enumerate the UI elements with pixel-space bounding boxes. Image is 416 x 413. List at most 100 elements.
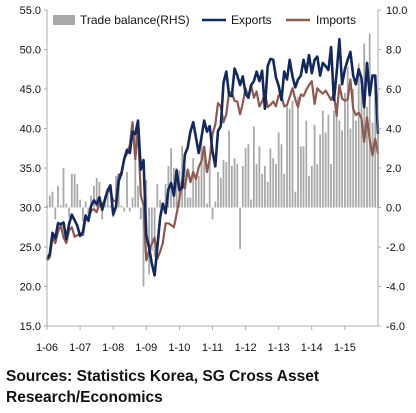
trade-balance-bar <box>175 168 178 208</box>
trade-balance-bar <box>230 166 233 208</box>
trade-balance-bar <box>95 177 98 208</box>
y-right-tick-label: 4.0 <box>386 124 401 136</box>
trade-balance-bar <box>363 43 366 208</box>
trade-balance-bar <box>79 199 81 208</box>
trade-balance-bar <box>341 130 343 208</box>
trade-balance-bar <box>48 195 51 208</box>
trade-balance-bar <box>269 148 272 208</box>
trade-balance-bar <box>62 168 65 208</box>
trade-balance-bar <box>302 146 305 208</box>
trade-balance-bar <box>357 63 360 208</box>
trade-balance-bar <box>222 160 225 208</box>
trade-balance-bar <box>253 126 255 208</box>
trade-balance-bar <box>310 166 313 208</box>
trade-balance-bars <box>46 33 379 287</box>
trade-balance-bar <box>131 197 134 208</box>
trade-balance-bar <box>195 179 197 208</box>
trade-balance-bar <box>241 166 244 208</box>
trade-balance-bar <box>266 181 269 208</box>
trade-balance-bar <box>219 177 222 208</box>
source-note: Sources: Statistics Korea, SG Cross Asse… <box>6 368 319 406</box>
y-right-tick-label: 10.0 <box>386 5 407 17</box>
trade-balance-bar <box>261 173 264 208</box>
trade-balance-bar <box>313 124 316 208</box>
trade-balance-bar <box>371 122 374 208</box>
y-right-tick-label: -2.0 <box>386 242 405 254</box>
trade-balance-bar <box>208 158 211 208</box>
trade-balance-bar <box>352 89 355 208</box>
trade-balance-bar <box>239 207 241 249</box>
trade-balance-bar <box>217 172 219 208</box>
x-tick-label: 1-09 <box>135 342 157 354</box>
trade-balance-bar <box>87 207 90 216</box>
y-right-tick-label: -6.0 <box>386 321 405 333</box>
trade-balance-bar <box>335 102 338 208</box>
trade-balance-bar <box>59 205 62 208</box>
trade-balance-bar <box>280 144 283 208</box>
legend-swatch-trade-balance <box>53 15 75 25</box>
legend-label: Exports <box>231 13 272 27</box>
trade-balance-bar <box>128 207 131 212</box>
trade-balance-bar <box>288 108 291 208</box>
exports-line <box>45 37 380 277</box>
trade-balance-bar <box>258 146 261 208</box>
x-tick-label: 1-14 <box>301 342 323 354</box>
trade-balance-bar <box>101 207 104 220</box>
y-left-tick-label: 15.0 <box>20 321 41 333</box>
y-right-tick-label: 2.0 <box>386 163 401 175</box>
trade-balance-bar <box>324 132 327 208</box>
trade-balance-bar <box>211 207 214 220</box>
trade-balance-bar <box>308 175 310 208</box>
y-right-tick-label: 8.0 <box>386 45 401 57</box>
y-left-tick-label: 30.0 <box>20 203 41 215</box>
x-tick-label: 1-12 <box>235 342 257 354</box>
trade-balance-bar <box>244 148 247 208</box>
y-left-tick-label: 50.0 <box>20 45 41 57</box>
trade-balance-bar <box>368 33 371 208</box>
trade-balance-bar <box>73 173 76 208</box>
trade-balance-bar <box>294 191 297 208</box>
x-tick-label: 1-11 <box>202 342 223 354</box>
x-tick-label: 1-15 <box>334 342 356 354</box>
legend: Trade balance(RHS) Exports Imports <box>53 13 356 27</box>
trade-balance-bar <box>225 162 228 208</box>
trade-balance-bar <box>344 92 346 208</box>
trade-balance-bar <box>137 185 139 208</box>
legend-label: Trade balance(RHS) <box>80 13 190 27</box>
trade-balance-bar <box>54 207 57 220</box>
trade-balance-bar <box>327 114 330 208</box>
trade-balance-bar <box>214 201 217 208</box>
trade-balance-bar <box>255 164 258 208</box>
trade-balance-bar <box>264 166 266 208</box>
trade-balance-bar <box>57 185 59 208</box>
trade-balance-bar <box>51 191 54 208</box>
trade-balance-bar <box>76 183 79 208</box>
y-left-tick-label: 45.0 <box>20 84 41 96</box>
trade-balance-bar <box>203 156 206 208</box>
trade-balance-bar <box>305 120 308 208</box>
trade-balance-bar <box>148 207 150 275</box>
trade-balance-bar <box>228 130 230 208</box>
trade-balance-bar <box>98 181 101 208</box>
x-tick-label: 1-10 <box>168 342 190 354</box>
x-tick-label: 1-13 <box>268 342 290 354</box>
x-tick-label: 1-08 <box>102 342 124 354</box>
trade-balance-bar <box>159 199 161 208</box>
trade-balance-bar <box>321 110 324 208</box>
trade-balance-bar <box>84 201 87 208</box>
trade-balance-bar <box>126 172 128 208</box>
trade-balance-bar <box>170 148 172 208</box>
trade-balance-bar <box>355 120 357 208</box>
trade-balance-bar <box>346 67 349 208</box>
trade-balance-bar <box>319 134 321 208</box>
x-tick-label: 1-06 <box>36 342 58 354</box>
trade-balance-bar <box>277 132 280 208</box>
y-left-tick-label: 40.0 <box>20 124 41 136</box>
y-left-tick-label: 25.0 <box>20 242 41 254</box>
axes: 55.0 50.0 45.0 40.0 35.0 30.0 25.0 20.0 15.0 10.0… <box>20 5 408 354</box>
trade-balance-bar <box>156 183 159 208</box>
y-left-tick-label: 20.0 <box>20 282 41 294</box>
trade-balance-bar <box>134 134 137 208</box>
trade-balance-bar <box>297 96 299 208</box>
trade-balance-bar <box>272 158 275 208</box>
